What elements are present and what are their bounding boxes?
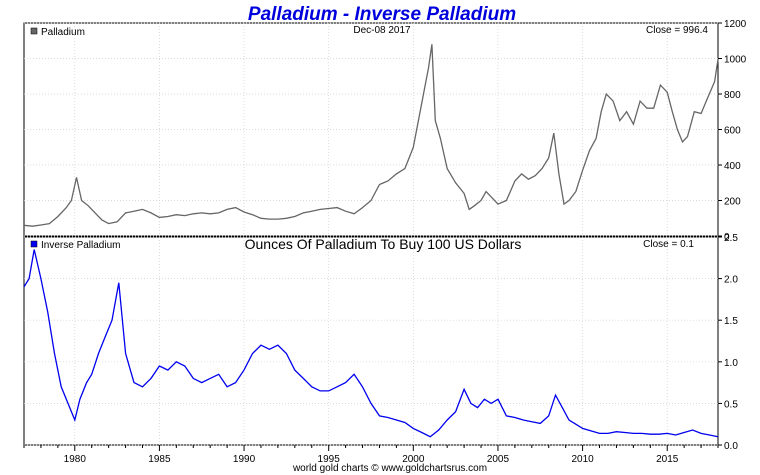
inverse-y-tick-label: 1.0 xyxy=(724,358,738,369)
x-tick-label: 1985 xyxy=(148,454,171,465)
palladium-close-label: Close = 996.4 xyxy=(646,25,708,36)
inverse-series-line xyxy=(23,249,719,438)
inverse-legend-swatch xyxy=(30,240,38,248)
inverse-y-tick-label: 2.5 xyxy=(724,233,738,244)
inverse-y-tick-label: 2.0 xyxy=(724,275,738,286)
chart-title: Palladium - Inverse Palladium xyxy=(248,4,516,25)
x-tick-label: 1980 xyxy=(64,454,87,465)
palladium-legend-swatch xyxy=(30,27,38,35)
inverse-close-label: Close = 0.1 xyxy=(643,239,694,250)
palladium-series-line xyxy=(23,44,719,227)
inverse-plot-area xyxy=(23,236,719,446)
palladium-y-tick-label: 1000 xyxy=(724,55,747,66)
palladium-y-tick-label: 400 xyxy=(724,161,741,172)
inverse-panel: 0.0 0.5 1.0 1.5 2.0 2.5 1980 1985 1990 1995 2000 2… xyxy=(23,233,738,465)
palladium-panel: 0 200 400 600 800 1000 1200 Palladium Dec-08 2… xyxy=(23,19,747,243)
x-tick-label: 1990 xyxy=(233,454,256,465)
inverse-chart-subtitle: Ounces Of Palladium To Buy 100 US Dollar… xyxy=(245,236,522,252)
palladium-gridlines xyxy=(24,22,718,237)
inverse-y-tick-label: 0.5 xyxy=(724,399,738,410)
palladium-y-tick-label: 200 xyxy=(724,197,741,208)
footer-credit: world gold charts © www.goldchartsrus.co… xyxy=(292,463,487,474)
palladium-plot-area xyxy=(23,22,719,237)
palladium-y-tick-label: 1200 xyxy=(724,19,747,30)
date-label: Dec-08 2017 xyxy=(353,25,411,36)
inverse-y-axis: 0.0 0.5 1.0 1.5 2.0 2.5 xyxy=(718,233,738,452)
x-tick-label: 2015 xyxy=(656,454,679,465)
x-axis: 1980 1985 1990 1995 2000 2005 2010 2015 xyxy=(23,445,719,465)
inverse-y-tick-label: 1.5 xyxy=(724,316,738,327)
palladium-y-tick-label: 800 xyxy=(724,90,741,101)
inverse-legend-label: Inverse Palladium xyxy=(41,240,120,251)
x-tick-label: 2010 xyxy=(571,454,594,465)
x-tick-label: 2000 xyxy=(402,454,425,465)
x-tick-label: 1995 xyxy=(318,454,341,465)
palladium-legend-label: Palladium xyxy=(41,27,85,38)
palladium-y-tick-label: 600 xyxy=(724,126,741,137)
inverse-y-tick-label: 0.0 xyxy=(724,441,738,452)
palladium-y-axis: 0 200 400 600 800 1000 1200 xyxy=(718,19,747,243)
palladium-y-tick-label: 0 xyxy=(724,232,730,243)
x-tick-label: 2005 xyxy=(487,454,510,465)
